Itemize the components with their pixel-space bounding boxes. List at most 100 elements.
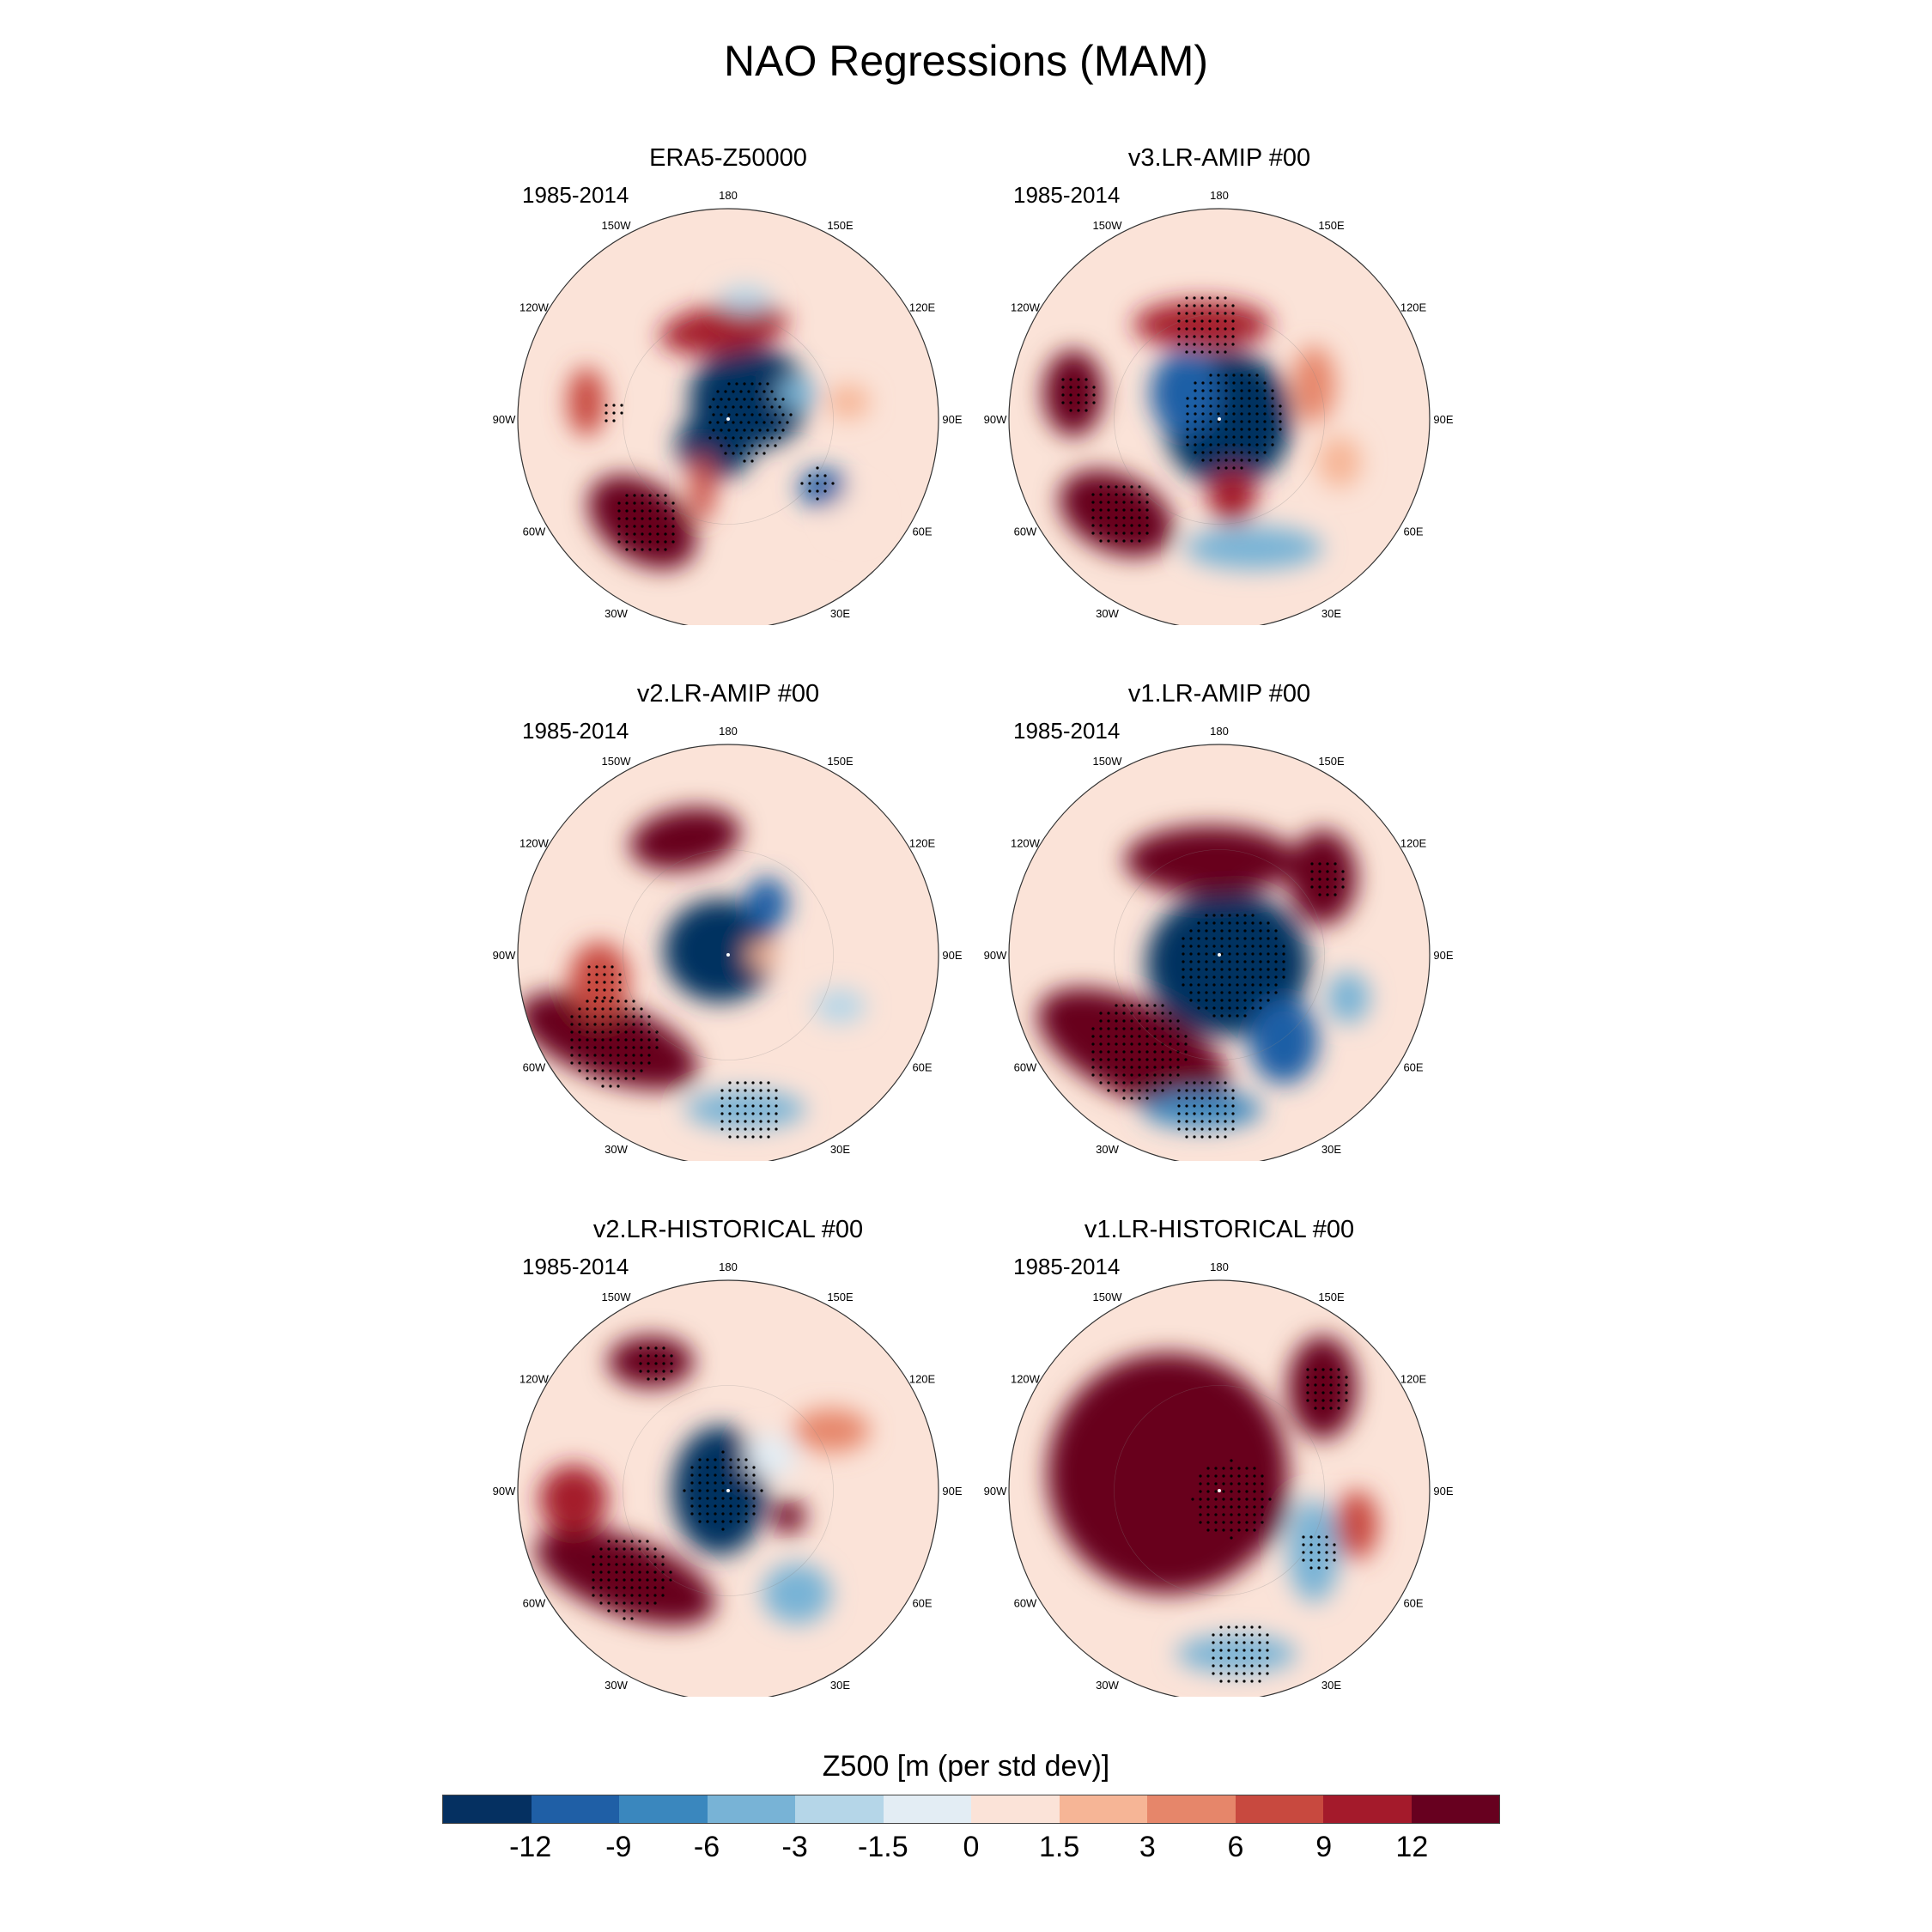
stipple-dot [770,405,774,409]
stipple-dot [664,494,667,497]
stipple-dot [1122,1027,1126,1030]
stipple-dot [593,1046,597,1049]
stipple-dot [1209,374,1212,377]
longitude-label: 90W [493,413,516,426]
anomaly-region [827,385,870,419]
stipple-dot [1209,381,1212,385]
map-panel-v2-amip: v2.LR-AMIP #00 1985-2014 180 150E 120E 90E 6… [488,680,969,1161]
stipple-dot [721,1458,725,1461]
stipple-dot [1230,1521,1233,1524]
stipple-dot [1197,991,1200,994]
stipple-dot [640,1023,643,1026]
stipple-dot [1329,1406,1333,1410]
stipple-dot [1115,1027,1118,1030]
stipple-dot [1208,1081,1212,1084]
stipple-dot [1145,1019,1149,1023]
stipple-dot [662,1354,665,1358]
stipple-dot [1220,929,1224,933]
stipple-dot [1251,983,1255,987]
stipple-dot [623,1563,626,1566]
map-panel-v1-historical: v1.LR-HISTORICAL #00 1985-2014 180 150E 12… [979,1216,1460,1697]
stipple-dot [1212,999,1216,1002]
longitude-label: 150W [1093,1291,1123,1303]
stipple-dot [1259,975,1262,979]
stipple-dot [737,1504,740,1508]
stipple-dot [1329,1368,1333,1371]
stipple-dot [728,1127,732,1131]
stipple-dot [1321,1406,1325,1410]
stipple-dot [724,436,727,440]
stipple-dot [1267,937,1270,940]
stipple-dot [1251,921,1255,925]
stipple-dot [1138,539,1141,543]
stipple-dot [1193,1089,1196,1092]
stipple-dot [716,405,720,409]
stipple-dot [593,1061,597,1065]
stipple-dot [1258,1672,1261,1675]
stipple-dot [781,398,785,401]
stipple-dot [653,1547,657,1551]
stipple-dot [1329,1391,1333,1394]
stipple-dot [744,1504,748,1508]
stipple-dot [698,1520,702,1523]
stipple-dot [712,398,715,401]
stipple-dot [1274,960,1278,963]
stipple-dot [615,1547,618,1551]
stipple-dot [724,390,727,393]
stipple-dot [633,525,636,528]
stipple-dot [732,452,735,455]
stipple-dot [1205,929,1208,933]
stipple-dot [617,1054,620,1057]
stipple-dot [1216,335,1219,338]
anomaly-region [793,1409,870,1452]
stipple-dot [630,1594,634,1597]
longitude-label: 150W [602,1291,632,1303]
stipple-dot [620,404,623,407]
stipple-dot [1334,878,1337,881]
stipple-dot [1169,1073,1172,1077]
stipple-dot [607,1586,611,1589]
stipple-dot [1208,1089,1212,1092]
stipple-dot [1186,404,1189,408]
stipple-dot [1224,1135,1227,1139]
stipple-dot [1138,516,1141,519]
stipple-dot [816,497,819,501]
longitude-label: 60E [912,1597,932,1610]
stipple-dot [1237,1490,1241,1493]
stipple-dot [729,1489,732,1492]
stipple-dot [1274,968,1278,971]
stipple-dot [1193,1120,1196,1123]
stipple-dot [1099,1027,1103,1030]
stipple-dot [1130,1027,1133,1030]
stipple-dot [1182,968,1185,971]
stipple-dot [751,1127,755,1131]
stipple-dot [601,1023,605,1026]
stipple-dot [714,1458,717,1461]
stipple-dot [1232,374,1236,377]
stipple-dot [1122,1042,1126,1046]
stipple-dot [578,1023,581,1026]
stipple-dot [1310,885,1314,889]
stipple-dot [1145,516,1149,519]
stipple-dot [816,489,819,493]
stipple-dot [607,1609,611,1613]
stipple-dot [1145,524,1149,527]
stipple-dot [1219,1664,1223,1668]
stipple-dot [1197,952,1200,956]
stipple-dot [640,1030,643,1034]
stipple-dot [1193,1104,1196,1108]
stipple-dot [661,1578,665,1582]
stipple-dot [728,1135,732,1139]
stipple-dot [1240,374,1243,377]
stipple-dot [1232,397,1236,400]
stipple-dot [632,1061,635,1065]
stipple-dot [1318,885,1321,889]
stipple-dot [781,428,785,432]
stipple-dot [592,1586,595,1589]
stipple-dot [1177,327,1181,331]
stipple-dot [1224,381,1228,385]
stipple-dot [1248,412,1251,416]
stipple-dot [615,1555,618,1558]
stipple-dot [1266,1633,1269,1637]
longitude-label: 120W [519,1373,550,1386]
